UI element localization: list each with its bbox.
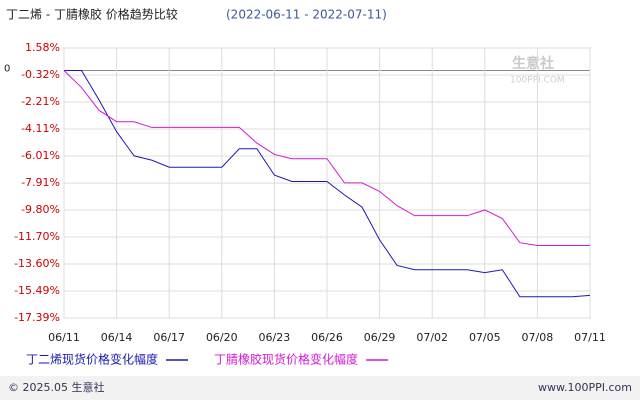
watermark: 生意社	[512, 55, 554, 72]
x-tick-label: 07/08	[522, 331, 554, 344]
x-tick-label: 06/23	[259, 331, 291, 344]
y-tick-label: -9.80%	[21, 203, 60, 216]
y-tick-label: -11.70%	[14, 230, 60, 243]
y-tick-label: -6.01%	[21, 149, 60, 162]
y-tick-label: -15.49%	[14, 284, 60, 297]
y-tick-label: 1.58%	[25, 41, 60, 54]
zero-label: 0	[4, 63, 10, 74]
chart-title: 丁二烯 - 丁腈橡胶 价格趋势比较	[6, 7, 178, 22]
footer-left: © 2025.05 生意社	[8, 380, 104, 394]
x-tick-label: 06/29	[364, 331, 396, 344]
legend-label: 丁腈橡胶现货价格变化幅度	[214, 352, 358, 367]
y-tick-label: -13.60%	[14, 257, 60, 270]
x-tick-label: 06/14	[101, 331, 133, 344]
legend-label: 丁二烯现货价格变化幅度	[26, 352, 158, 367]
y-tick-label: -17.39%	[14, 311, 60, 324]
y-tick-label: -4.11%	[21, 122, 60, 135]
footer-bar	[0, 376, 640, 400]
x-tick-label: 07/11	[574, 331, 606, 344]
series-line	[63, 70, 590, 247]
x-tick-label: 07/02	[416, 331, 448, 344]
footer-right: www.100PPI.com	[538, 381, 632, 394]
x-tick-label: 06/26	[311, 331, 343, 344]
series-line	[64, 69, 591, 298]
y-tick-label: -0.32%	[21, 68, 60, 81]
x-tick-label: 07/05	[469, 331, 501, 344]
y-tick-label: -7.91%	[21, 176, 60, 189]
x-tick-label: 06/11	[48, 331, 80, 344]
x-tick-label: 06/20	[206, 331, 238, 344]
x-tick-label: 06/17	[153, 331, 185, 344]
chart-subtitle: (2022-06-11 - 2022-07-11)	[226, 8, 387, 22]
y-tick-label: -2.21%	[21, 95, 60, 108]
